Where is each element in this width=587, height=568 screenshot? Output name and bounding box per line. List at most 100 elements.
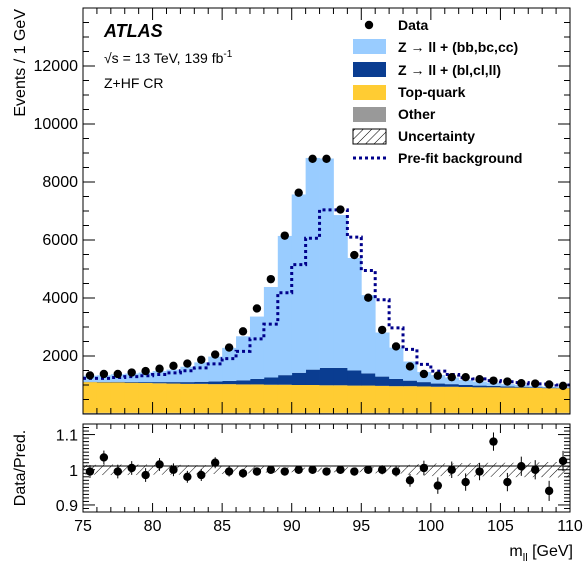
legend-zlf-label: Z → ll + (bl,cl,ll) xyxy=(398,62,501,78)
ratio-point xyxy=(197,470,206,480)
ratio-point xyxy=(210,458,220,467)
bar-zlf xyxy=(403,380,418,387)
ratio-band-bin xyxy=(208,465,223,474)
ratio-point xyxy=(155,460,164,469)
bar-zlf xyxy=(361,373,376,386)
ratio-point xyxy=(489,437,498,446)
ratio-axis-ticks: 0.9 1 1.1 75 80 85 90 95 100 105 110 xyxy=(56,423,583,535)
bar-zlf xyxy=(166,382,181,384)
data-point xyxy=(99,369,109,379)
main-axis-ticks: 2000 4000 6000 8000 10000 12000 xyxy=(34,7,571,415)
x-tick-label: 90 xyxy=(283,518,301,535)
ratio-point xyxy=(447,465,456,474)
ratio-band-bin xyxy=(403,464,418,475)
bar-top xyxy=(249,384,265,413)
bar-zlf xyxy=(208,381,223,385)
bar-top xyxy=(194,383,209,413)
bar-zlf xyxy=(194,381,209,384)
ratio-point xyxy=(169,465,178,474)
bar-other xyxy=(249,412,265,414)
bar-other xyxy=(430,412,446,414)
bar-zlf xyxy=(333,367,348,386)
bar-zlf xyxy=(347,370,362,386)
data-point xyxy=(294,188,303,197)
bar-other xyxy=(166,412,181,414)
bar-zlf xyxy=(249,378,265,385)
bar-top xyxy=(291,385,307,413)
y-tick-label: 10000 xyxy=(34,116,79,133)
legend-prefit-label: Pre-fit background xyxy=(398,150,522,166)
bar-top xyxy=(152,383,167,413)
bar-top xyxy=(180,383,195,413)
bar-zlf xyxy=(263,377,279,385)
bar-other xyxy=(333,412,348,414)
bar-zhf xyxy=(263,286,279,378)
data-points xyxy=(85,154,568,391)
bar-top xyxy=(236,384,251,413)
bar-zlf xyxy=(305,369,320,385)
bar-top xyxy=(375,385,390,413)
experiment-label: ATLAS xyxy=(103,21,163,41)
y-tick-label: 8000 xyxy=(42,174,78,191)
ratio-point xyxy=(461,477,470,487)
bar-zlf xyxy=(222,380,237,385)
bar-other xyxy=(403,412,418,414)
ratio-point xyxy=(517,462,526,471)
legend-uncertainty-swatch xyxy=(352,128,387,145)
bar-other xyxy=(542,412,557,414)
data-point xyxy=(475,375,484,384)
bar-top xyxy=(124,382,140,413)
bar-zhf xyxy=(472,381,487,386)
bar-other xyxy=(208,412,223,414)
bar-other xyxy=(194,412,209,414)
data-point xyxy=(127,368,136,377)
ratio-point xyxy=(141,470,150,480)
prefit-step-line xyxy=(83,208,570,387)
ratio-point xyxy=(280,467,289,476)
bar-zhf xyxy=(180,366,195,383)
ratio-point xyxy=(127,463,136,473)
ratio-point xyxy=(308,465,317,474)
ratio-point xyxy=(294,465,303,474)
ratio-point xyxy=(391,467,401,476)
bar-other xyxy=(263,412,279,414)
bar-zlf xyxy=(277,375,293,385)
ratio-band-bin xyxy=(542,462,557,478)
ratio-point xyxy=(377,465,387,474)
ratio-plot-frame xyxy=(82,423,571,513)
bar-top xyxy=(472,387,487,413)
x-axis-title: mll [GeV] xyxy=(509,543,573,564)
bar-zlf xyxy=(375,376,390,386)
legend-other-label: Other xyxy=(398,106,436,122)
energy-lumi-label: √s = 13 TeV, 139 fb-1 xyxy=(104,49,233,66)
ratio-band-bin xyxy=(430,463,446,477)
bar-zlf xyxy=(430,383,446,387)
legend-zhf-swatch xyxy=(353,39,386,54)
bar-top xyxy=(444,386,460,413)
y-tick-label: 6000 xyxy=(42,232,78,249)
bar-top xyxy=(222,384,237,413)
bar-zlf xyxy=(472,385,487,388)
bar-top xyxy=(389,386,404,413)
bar-top xyxy=(514,387,529,413)
ratio-band-bin xyxy=(180,465,195,475)
bar-zlf xyxy=(486,385,501,388)
data-point xyxy=(183,359,192,368)
bar-other xyxy=(347,412,362,414)
bar-top xyxy=(416,386,432,413)
bar-zhf xyxy=(347,257,362,371)
bar-zlf xyxy=(138,382,153,383)
bar-other xyxy=(416,412,432,414)
data-point xyxy=(531,379,540,388)
ratio-tick-label: 1.1 xyxy=(56,428,78,445)
data-point xyxy=(197,355,206,364)
bar-zhf xyxy=(458,380,473,385)
bar-top xyxy=(361,385,376,413)
bar-other xyxy=(514,412,529,414)
bar-other xyxy=(222,412,237,414)
ratio-point xyxy=(85,467,95,476)
data-point xyxy=(558,381,568,391)
y-tick-label: 4000 xyxy=(42,290,78,307)
data-point xyxy=(322,154,331,163)
ratio-point xyxy=(475,467,484,476)
